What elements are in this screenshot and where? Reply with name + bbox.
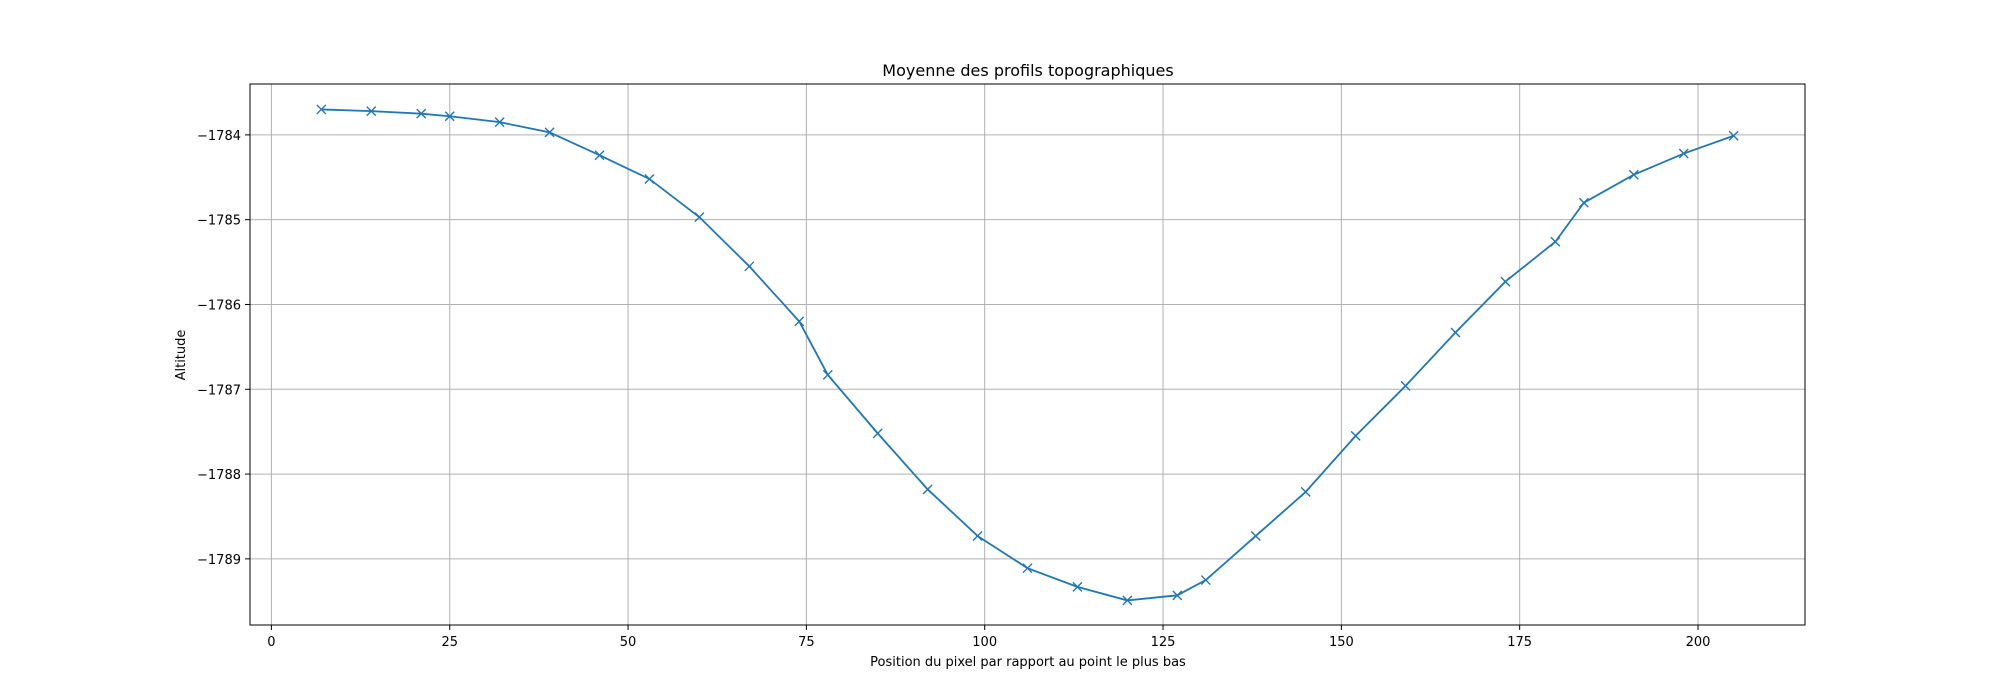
x-axis: 0 25 50 75 100 125 150 175 200 bbox=[267, 625, 1710, 650]
data-point-marker bbox=[444, 111, 455, 122]
x-tick-label: 100 bbox=[972, 635, 997, 650]
data-point-marker bbox=[1500, 276, 1511, 287]
x-tick-label: 150 bbox=[1329, 635, 1354, 650]
data-point-marker bbox=[694, 212, 705, 223]
y-tick-label: −1784 bbox=[197, 129, 241, 144]
plot-frame bbox=[249, 83, 1806, 626]
data-point-marker bbox=[972, 530, 983, 541]
x-tick-label: 25 bbox=[441, 635, 458, 650]
data-point-marker bbox=[1578, 197, 1589, 208]
data-point-marker bbox=[822, 369, 833, 380]
chart-title: Moyenne des profils topographiques bbox=[882, 61, 1173, 80]
y-tick-label: −1786 bbox=[197, 298, 241, 313]
data-point-marker bbox=[1450, 327, 1461, 338]
data-point-marker bbox=[872, 428, 883, 439]
x-tick-label: 75 bbox=[798, 635, 815, 650]
data-point-marker bbox=[1350, 430, 1361, 441]
data-point-marker bbox=[416, 108, 427, 119]
x-axis-label: Position du pixel par rapport au point l… bbox=[870, 655, 1186, 670]
data-point-marker bbox=[1728, 130, 1739, 141]
data-point-marker bbox=[1172, 590, 1183, 601]
x-tick-label: 0 bbox=[267, 635, 275, 650]
y-tick-label: −1785 bbox=[197, 214, 241, 229]
data-point-marker bbox=[316, 104, 327, 115]
data-point-marker bbox=[1400, 380, 1411, 391]
y-tick-label: −1789 bbox=[197, 553, 241, 568]
data-point-marker bbox=[1300, 486, 1311, 497]
data-point-marker bbox=[1200, 575, 1211, 586]
data-point-marker bbox=[922, 484, 933, 495]
x-tick-label: 50 bbox=[620, 635, 637, 650]
y-axis: −1789 −1788 −1787 −1786 −1785 −1784 bbox=[197, 129, 250, 568]
data-point-marker bbox=[1550, 236, 1561, 247]
data-point-marker bbox=[1250, 530, 1261, 541]
data-point-marker bbox=[366, 106, 377, 117]
y-tick-label: −1787 bbox=[197, 383, 241, 398]
x-tick-label: 175 bbox=[1507, 635, 1532, 650]
x-tick-label: 125 bbox=[1151, 635, 1176, 650]
series-line bbox=[321, 108, 1734, 602]
grid bbox=[250, 84, 1805, 625]
data-point-marker bbox=[794, 316, 805, 327]
data-point-marker bbox=[594, 150, 605, 161]
x-tick-label: 200 bbox=[1686, 635, 1711, 650]
series bbox=[316, 104, 1739, 606]
data-point-marker bbox=[744, 261, 755, 272]
data-point-marker bbox=[544, 127, 555, 138]
data-point-marker bbox=[644, 173, 655, 184]
y-axis-label: Altitude bbox=[174, 330, 189, 381]
data-point-marker bbox=[1628, 169, 1639, 180]
data-point-marker bbox=[1678, 148, 1689, 159]
data-point-marker bbox=[1072, 581, 1083, 592]
y-tick-label: −1788 bbox=[197, 468, 241, 483]
data-point-marker bbox=[1022, 563, 1033, 574]
data-point-marker bbox=[494, 117, 505, 128]
data-point-marker bbox=[1122, 595, 1133, 606]
